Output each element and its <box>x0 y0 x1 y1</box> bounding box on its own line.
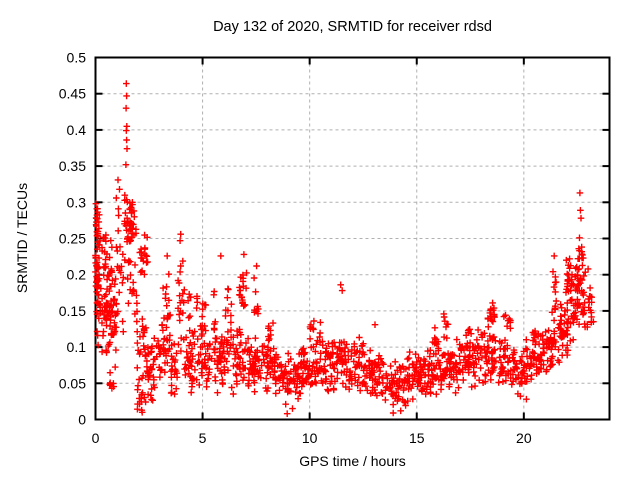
x-axis-label: GPS time / hours <box>299 453 406 469</box>
y-tick-label: 0 <box>78 412 86 428</box>
x-tick-label: 20 <box>516 430 532 446</box>
y-tick-label: 0.05 <box>59 375 86 391</box>
y-tick-label: 0.45 <box>59 86 86 102</box>
y-tick-label: 0.2 <box>67 267 87 283</box>
y-tick-label: 0.1 <box>67 339 87 355</box>
y-tick-label: 0.4 <box>67 122 87 138</box>
y-tick-label: 0.5 <box>67 50 87 66</box>
y-tick-label: 0.3 <box>67 194 87 210</box>
tick-labels: 0 5 10 15 20 0 0.05 0.1 0.15 0.2 0.25 0.3 0.35 0.4 0.4… <box>59 50 532 447</box>
x-tick-label: 15 <box>409 430 425 446</box>
y-axis-label: SRMTID / TECUs <box>14 183 30 293</box>
scatter-points-layer <box>92 80 597 417</box>
y-tick-label: 0.15 <box>59 303 86 319</box>
x-tick-label: 10 <box>302 430 318 446</box>
plot-border <box>94 56 611 421</box>
axes <box>94 56 611 421</box>
chart-title: Day 132 of 2020, SRMTID for receiver rds… <box>213 19 492 35</box>
x-tick-label: 0 <box>92 430 100 446</box>
x-tick-label: 5 <box>199 430 207 446</box>
y-tick-label: 0.35 <box>59 158 86 174</box>
y-tick-label: 0.25 <box>59 231 86 247</box>
scatter-points <box>92 80 597 417</box>
